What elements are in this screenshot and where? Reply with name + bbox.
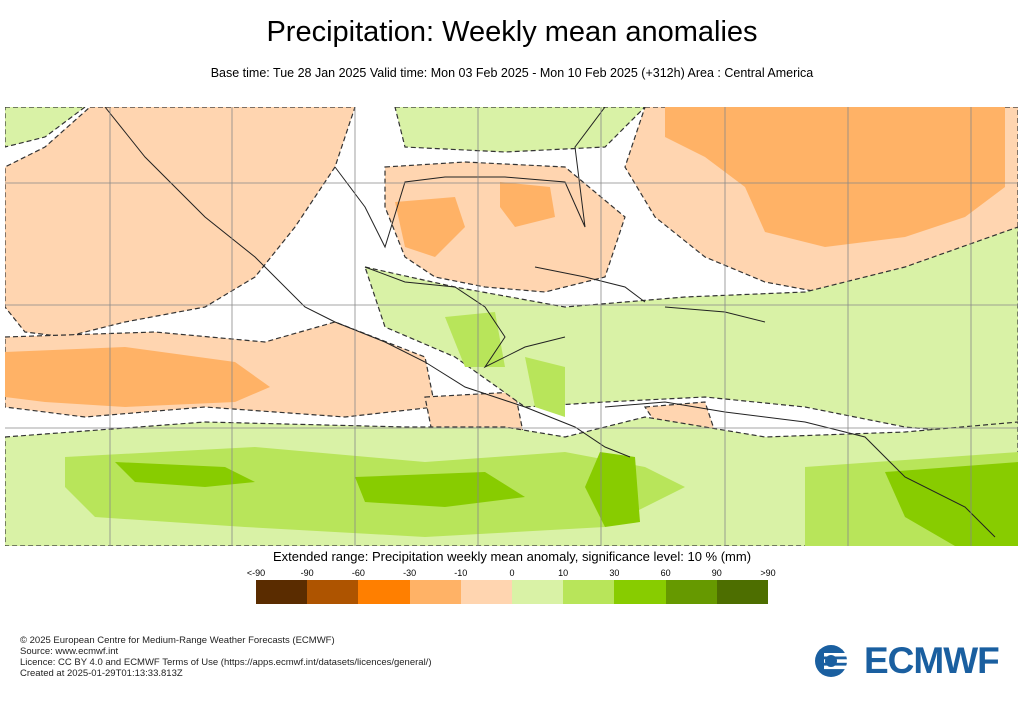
legend-tick-label: 60 xyxy=(660,568,671,578)
anomaly-positive-strong xyxy=(115,452,1018,546)
licence-text: Licence: CC BY 4.0 and ECMWF Terms of Us… xyxy=(20,657,432,668)
page-title: Precipitation: Weekly mean anomalies xyxy=(266,16,758,48)
legend-swatch xyxy=(256,580,308,604)
subtitle: Base time: Tue 28 Jan 2025 Valid time: M… xyxy=(210,66,814,80)
legend-tick-label: 10 xyxy=(558,568,569,578)
legend-swatch xyxy=(460,580,513,604)
legend-swatch xyxy=(716,580,769,604)
legend-tick-label: <-90 xyxy=(246,568,266,578)
created-text: Created at 2025-01-29T01:13:33.813Z xyxy=(20,668,183,679)
legend-title: Extended range: Precipitation weekly mea… xyxy=(272,549,752,564)
legend-tick-label: >90 xyxy=(760,568,776,578)
ecmwf-logo-icon xyxy=(815,645,860,677)
legend-colorbar xyxy=(256,580,769,604)
ecmwf-logo-text: ECMWF xyxy=(864,640,1000,681)
legend-tick-label: 30 xyxy=(609,568,620,578)
legend-swatch xyxy=(358,580,410,604)
legend-tick-label: -30 xyxy=(403,568,417,578)
legend-swatch xyxy=(614,580,666,604)
legend-tick-label: 90 xyxy=(711,568,722,578)
legend-tick-label: 0 xyxy=(509,568,515,578)
legend-tick-label: -10 xyxy=(454,568,468,578)
footer: © 2025 European Centre for Medium-Range … xyxy=(20,635,432,679)
legend-tick-label: -60 xyxy=(351,568,365,578)
legend-swatch xyxy=(512,580,564,604)
legend-swatch xyxy=(665,580,717,604)
legend-labels: <-90 -90 -60 -30 -10 0 10 30 60 90 >90 xyxy=(247,568,776,580)
ecmwf-logo: ECMWF xyxy=(814,640,1000,682)
graticule xyxy=(5,107,1018,546)
precipitation-anomaly-map xyxy=(5,107,1018,546)
coastlines xyxy=(104,107,996,538)
legend-swatch xyxy=(307,580,359,604)
legend-swatch xyxy=(563,580,615,604)
legend-swatch xyxy=(409,580,461,604)
copyright-text: © 2025 European Centre for Medium-Range … xyxy=(20,635,335,646)
legend-tick-label: -90 xyxy=(300,568,314,578)
source-text: Source: www.ecmwf.int xyxy=(20,646,119,657)
